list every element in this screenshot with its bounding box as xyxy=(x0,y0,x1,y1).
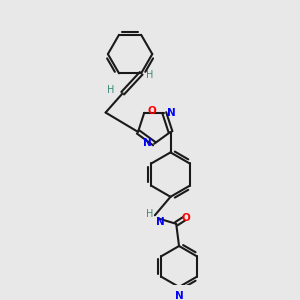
Text: O: O xyxy=(148,106,156,116)
Text: N: N xyxy=(156,217,165,227)
Text: O: O xyxy=(182,213,190,223)
Text: N: N xyxy=(143,138,152,148)
Text: H: H xyxy=(146,70,154,80)
Text: H: H xyxy=(107,85,115,95)
Text: H: H xyxy=(146,209,153,219)
Text: N: N xyxy=(167,108,176,118)
Text: N: N xyxy=(175,291,183,300)
